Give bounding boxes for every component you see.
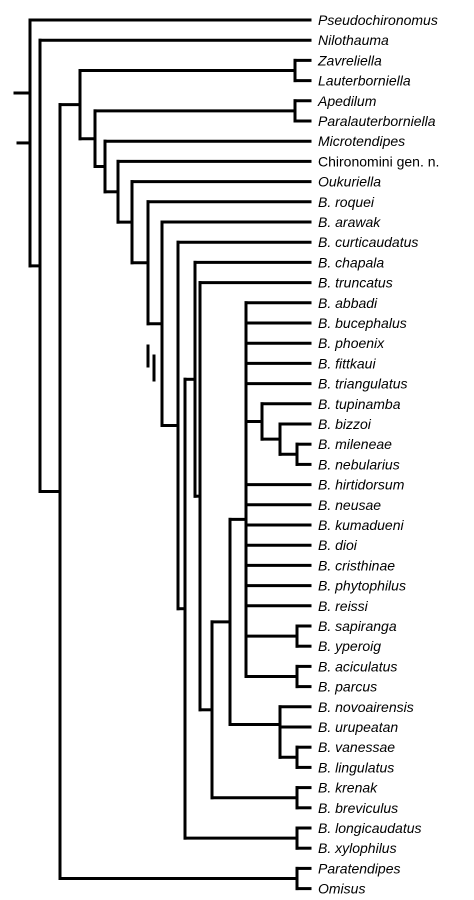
taxon-label: B. triangulatus xyxy=(318,376,408,392)
taxon-label: B. xylophilus xyxy=(318,840,397,856)
taxon-label: B. kumadueni xyxy=(318,517,404,533)
taxon-label: B. dioi xyxy=(318,537,358,553)
taxon-label: B. lingulatus xyxy=(318,759,394,775)
taxon-label: B. arawak xyxy=(318,214,381,230)
taxon-label: Oukuriella xyxy=(318,174,381,190)
taxon-label: B. parcus xyxy=(318,679,377,695)
taxon-label: B. tupinamba xyxy=(318,396,401,412)
taxon-label: B. krenak xyxy=(318,780,378,796)
taxon-label: B. curticaudatus xyxy=(318,234,418,250)
taxon-label: B. roquei xyxy=(318,194,375,210)
taxon-label: B. nebularius xyxy=(318,456,400,472)
taxon-label: B. yperoig xyxy=(318,638,381,654)
taxon-label: B. phytophilus xyxy=(318,578,406,594)
taxon-label: B. breviculus xyxy=(318,800,398,816)
taxon-label: B. chapala xyxy=(318,254,384,270)
taxon-label: Microtendipes xyxy=(318,133,405,149)
taxon-label: B. reissi xyxy=(318,598,369,614)
taxon-label: B. fittkaui xyxy=(318,355,376,371)
taxon-label: B. bucephalus xyxy=(318,315,407,331)
taxon-label: Chironomini gen. n. xyxy=(318,153,439,169)
taxon-label: Lauterborniella xyxy=(318,73,411,89)
taxon-label: B. longicaudatus xyxy=(318,820,422,836)
taxon-label: Apedilum xyxy=(317,93,377,109)
taxon-label: Zavreliella xyxy=(317,52,382,68)
taxon-label: B. abbadi xyxy=(318,295,378,311)
taxon-label: Nilothauma xyxy=(318,32,389,48)
branch-markers xyxy=(13,91,156,382)
taxon-label: B. truncatus xyxy=(318,275,393,291)
taxon-label: Omisus xyxy=(318,881,365,897)
taxon-label: B. urupeatan xyxy=(318,719,398,735)
taxon-label: B. sapiranga xyxy=(318,618,397,634)
taxon-label: B. vanessae xyxy=(318,739,395,755)
taxon-label: Paratendipes xyxy=(318,860,401,876)
taxon-labels: Pseudochironomus Nilothauma Zavreliella Lau… xyxy=(317,12,439,897)
tree-branches xyxy=(16,18,312,891)
taxon-label: B. neusae xyxy=(318,497,381,513)
taxon-label: B. novoairensis xyxy=(318,699,414,715)
taxon-label: Paralauterborniella xyxy=(318,113,436,129)
taxon-label: B. aciculatus xyxy=(318,658,397,674)
taxon-label: B. phoenix xyxy=(318,335,385,351)
taxon-label: B. mileneae xyxy=(318,436,392,452)
taxon-label: B. hirtidorsum xyxy=(318,477,405,493)
taxon-label: B. bizzoi xyxy=(318,416,372,432)
taxon-label: Pseudochironomus xyxy=(318,12,438,28)
taxon-label: B. cristhinae xyxy=(318,557,395,573)
